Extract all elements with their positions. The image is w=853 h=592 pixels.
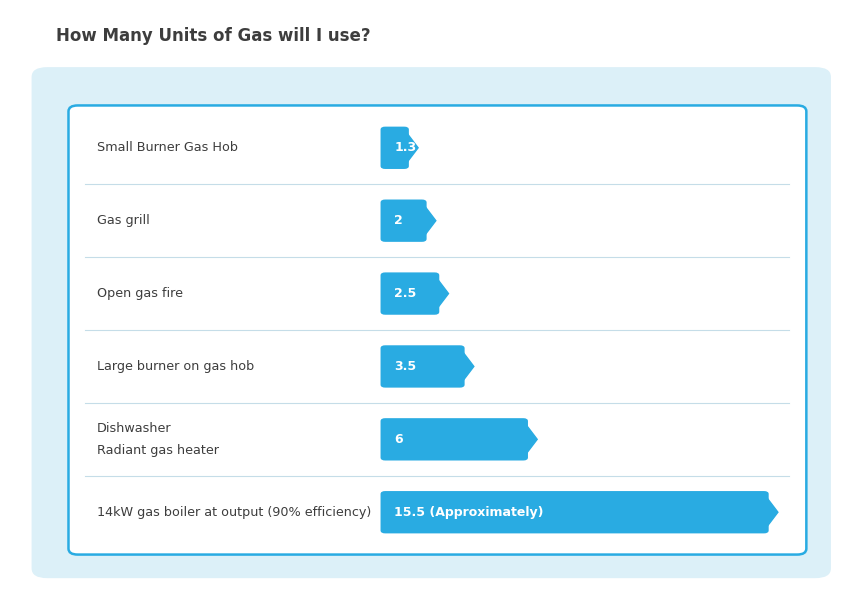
Text: Units Per Hour: Units Per Hour bbox=[403, 116, 530, 131]
Polygon shape bbox=[421, 202, 435, 239]
Text: 2.5: 2.5 bbox=[394, 287, 416, 300]
Polygon shape bbox=[403, 130, 418, 166]
FancyBboxPatch shape bbox=[68, 105, 805, 555]
FancyBboxPatch shape bbox=[380, 418, 527, 461]
Polygon shape bbox=[763, 494, 777, 530]
Text: Open gas fire: Open gas fire bbox=[96, 287, 183, 300]
FancyBboxPatch shape bbox=[380, 272, 438, 315]
Text: 3.5: 3.5 bbox=[394, 360, 416, 373]
Text: Large burner on gas hob: Large burner on gas hob bbox=[96, 360, 254, 373]
Text: Appliance: Appliance bbox=[93, 116, 177, 131]
Text: How Many Units of Gas will I use?: How Many Units of Gas will I use? bbox=[55, 27, 369, 44]
Polygon shape bbox=[523, 421, 537, 458]
Polygon shape bbox=[460, 348, 473, 385]
Text: Small Burner Gas Hob: Small Burner Gas Hob bbox=[96, 141, 238, 155]
FancyBboxPatch shape bbox=[32, 67, 830, 578]
Polygon shape bbox=[434, 275, 448, 312]
Text: 1.3: 1.3 bbox=[394, 141, 416, 155]
FancyBboxPatch shape bbox=[380, 200, 426, 242]
FancyBboxPatch shape bbox=[380, 345, 464, 388]
FancyBboxPatch shape bbox=[380, 127, 409, 169]
Text: 6: 6 bbox=[394, 433, 403, 446]
Text: 15.5 (Approximately): 15.5 (Approximately) bbox=[394, 506, 543, 519]
Text: 14kW gas boiler at output (90% efficiency): 14kW gas boiler at output (90% efficienc… bbox=[96, 506, 371, 519]
Text: 2: 2 bbox=[394, 214, 403, 227]
Text: Gas grill: Gas grill bbox=[96, 214, 149, 227]
Text: Radiant gas heater: Radiant gas heater bbox=[96, 443, 218, 456]
FancyBboxPatch shape bbox=[380, 491, 768, 533]
Text: Dishwasher: Dishwasher bbox=[96, 422, 171, 435]
